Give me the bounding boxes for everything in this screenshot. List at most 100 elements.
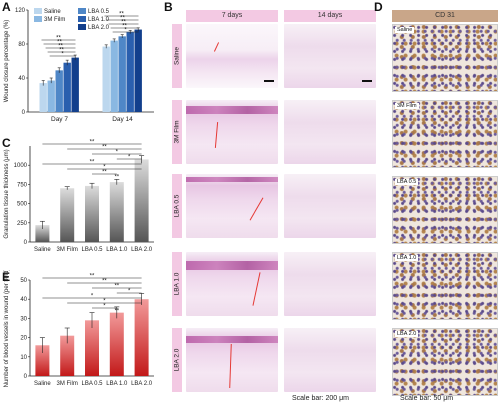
significance-mark: ** (59, 48, 64, 54)
chart-granulation-thickness: 0 250 500 750 1000 Granulation tissue thickne… (4, 140, 154, 253)
y-tick-label: 500 (17, 202, 28, 208)
bar (110, 40, 118, 112)
y-tick-label: 0 (22, 110, 26, 116)
he-3m-film-day7 (186, 100, 278, 164)
he-3m-film-day14 (284, 100, 376, 164)
y-tick-label: 0 (24, 374, 28, 380)
col-header-14-days: 14 days (284, 10, 376, 22)
row-label-3m-film: 3M Film (172, 100, 182, 164)
y-tick-label: 50 (20, 278, 27, 284)
x-tick-label: LBA 0.5 (81, 381, 103, 387)
bar (134, 299, 149, 376)
bar (39, 83, 47, 112)
cd31-label-lba05: LBA 0.5 (395, 179, 419, 185)
y-tick-label: 20 (20, 336, 27, 342)
row-label-lba-1-0: LBA 1.0 (172, 252, 182, 316)
he-lba05-day14 (284, 174, 376, 238)
legend-label: 3M Film (44, 17, 65, 23)
y-tick-label: 250 (17, 221, 28, 227)
legend-swatch (78, 16, 86, 22)
cd31-label-3m-film: 3M Film (395, 103, 419, 109)
panel-letter-c: C (2, 136, 11, 150)
significance-mark: ** (102, 145, 107, 151)
significance-mark: * (61, 52, 64, 58)
bar (109, 312, 124, 376)
bar (118, 36, 126, 112)
significance-mark: ** (114, 284, 119, 290)
legend-swatch (78, 24, 86, 30)
wound-arrow (213, 42, 220, 52)
he-lba20-day14 (284, 328, 376, 392)
significance-mark: ** (119, 12, 124, 18)
cd31-3m-film: 3M Film (392, 100, 498, 168)
cd31-label-lba10: LBA 1.0 (395, 255, 419, 261)
x-tick-label: LBA 0.5 (81, 247, 103, 253)
x-tick-label: Day 14 (112, 116, 133, 123)
y-axis-label: Wound closure percentage (%) (4, 20, 10, 103)
x-tick-label: LBA 2.0 (131, 247, 153, 253)
cd31-label-saline: Saline (395, 27, 415, 33)
col-header-7-days: 7 days (186, 10, 278, 22)
scab-layer (186, 176, 278, 182)
significance-mark: * (116, 150, 119, 156)
significance-mark: ** (56, 36, 61, 42)
legend-swatch (34, 8, 42, 14)
legend-label: LBA 0.5 (88, 9, 110, 15)
he-saline-day14 (284, 24, 376, 88)
bar (63, 62, 71, 112)
x-tick-label: 3M Film (57, 381, 78, 387)
bar (60, 188, 75, 242)
panel-letter-e: E (2, 270, 11, 284)
cd31-lba10: LBA 1.0 (392, 252, 498, 320)
significance-mark: ** (114, 309, 119, 315)
legend-label: LBA 1.0 (88, 17, 110, 23)
y-tick-label: 10 (20, 355, 27, 361)
cd31-lba20: LBA 2.0 (392, 328, 498, 396)
row-label-saline: Saline (172, 24, 182, 88)
he-lba10-day7 (186, 252, 278, 316)
scale-text-he: Scale bar: 200 μm (292, 395, 349, 402)
significance-mark: * (103, 299, 106, 305)
y-tick-label: 0 (24, 240, 28, 246)
significance-mark: ** (102, 279, 107, 285)
y-tick-label: 40 (20, 297, 27, 303)
significance-mark: ** (58, 44, 63, 50)
x-tick-label: Day 7 (51, 116, 68, 123)
scab-layer (186, 106, 278, 115)
significance-mark: ** (121, 20, 126, 26)
bar (85, 185, 99, 242)
panel-letter-b: B (164, 0, 173, 14)
wound-arrow (229, 343, 232, 389)
panel-letter-d: D (374, 0, 383, 14)
bar (55, 70, 63, 112)
bar (134, 29, 142, 112)
significance-mark: ** (90, 140, 95, 146)
bar (60, 335, 75, 376)
significance-mark: ** (57, 40, 62, 46)
bar (35, 225, 50, 242)
row-label-lba-2-0: LBA 2.0 (172, 328, 182, 392)
y-tick-label: 1000 (14, 163, 28, 169)
wound-arrow (252, 272, 261, 306)
bar (47, 80, 55, 112)
cd31-saline: Saline (392, 24, 498, 92)
significance-mark: * (91, 294, 94, 300)
y-tick-label: 750 (17, 182, 28, 188)
bar (102, 46, 110, 112)
significance-mark: ** (122, 24, 127, 30)
legend-label: Saline (44, 9, 61, 15)
scale-bar (362, 80, 372, 82)
y-tick-label: 120 (15, 8, 26, 14)
bar (85, 320, 99, 376)
significance-mark: * (128, 155, 131, 161)
significance-mark: ** (90, 274, 95, 280)
wound-arrow (214, 121, 219, 149)
x-tick-label: LBA 2.0 (131, 381, 153, 387)
bar (134, 159, 149, 242)
scab-layer (186, 335, 278, 344)
chart-blood-vessels: 0 10 20 30 40 50 Number of blood vessels in wo… (4, 270, 154, 387)
x-tick-label: LBA 1.0 (106, 247, 128, 253)
significance-mark: * (124, 28, 127, 34)
row-label-lba-0-5: LBA 0.5 (172, 174, 182, 238)
bar (71, 57, 79, 112)
